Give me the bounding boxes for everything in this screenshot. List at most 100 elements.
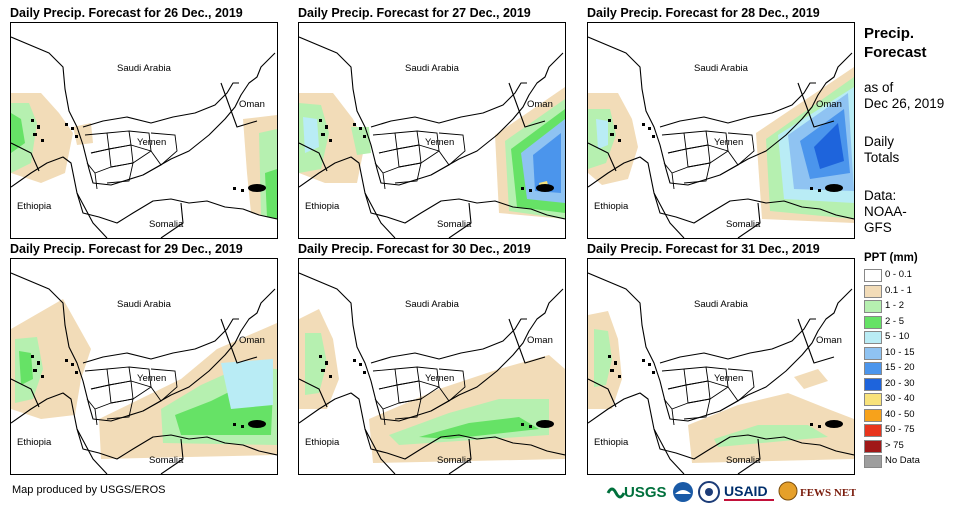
legend-swatch [864, 424, 882, 437]
legend-item: No Data [864, 454, 964, 468]
usgs-logo: USGS [606, 478, 670, 506]
map-frame: Saudi Arabia Oman Yemen Ethiopia Somalia [587, 258, 855, 475]
precip-area [533, 133, 561, 193]
legend-item: 2 - 5 [864, 315, 964, 329]
label-somalia: Somalia [726, 219, 761, 230]
legend-swatch [864, 455, 882, 468]
legend-label: 0.1 - 1 [885, 284, 912, 296]
legend-item: 1 - 2 [864, 299, 964, 313]
label-oman: Oman [816, 335, 842, 346]
usaid-logo: USAID [724, 478, 776, 506]
legend-item: 40 - 50 [864, 408, 964, 422]
legend-label: 0 - 0.1 [885, 269, 912, 280]
panel-title: Daily Precip. Forecast for 31 Dec., 2019 [587, 242, 820, 256]
legend-label: 30 - 40 [885, 393, 915, 404]
panel-title: Daily Precip. Forecast for 26 Dec., 2019 [10, 6, 243, 20]
usgs-text: USGS [624, 484, 667, 501]
label-yemen: Yemen [425, 373, 455, 384]
yemen-governorates [661, 366, 755, 426]
asof-label: as of [864, 80, 894, 95]
label-saudi-arabia: Saudi Arabia [405, 299, 459, 310]
yemen-governorates [84, 130, 178, 190]
legend-swatch [864, 408, 882, 422]
islands [608, 355, 843, 428]
data-label-3: GFS [864, 220, 892, 235]
legend-item: 15 - 20 [864, 361, 964, 375]
map-svg [11, 272, 277, 474]
islands [31, 355, 266, 428]
legend-swatch [864, 393, 882, 406]
label-oman: Oman [527, 335, 553, 346]
map-svg [299, 36, 565, 238]
legend-swatch [864, 269, 882, 282]
label-somalia: Somalia [726, 455, 761, 466]
label-oman: Oman [816, 99, 842, 110]
precip-layer [588, 311, 854, 463]
label-yemen: Yemen [714, 137, 744, 148]
usaid-text: USAID [724, 483, 768, 499]
label-saudi-arabia: Saudi Arabia [694, 299, 748, 310]
map-frame: Saudi Arabia Oman Yemen Ethiopia Somalia [10, 258, 278, 475]
label-somalia: Somalia [437, 455, 472, 466]
islands [608, 119, 843, 192]
map-svg [11, 36, 277, 238]
legend-swatch [864, 377, 882, 391]
legend-item: 0 - 0.1 [864, 268, 964, 282]
panel-title: Daily Precip. Forecast for 30 Dec., 2019 [298, 242, 531, 256]
precip-layer [11, 93, 277, 219]
legend-label: 15 - 20 [885, 362, 915, 373]
map-credit: Map produced by USGS/EROS [12, 484, 166, 496]
precip-area [19, 351, 33, 385]
label-ethiopia: Ethiopia [305, 201, 340, 212]
map-svg [588, 272, 854, 474]
label-somalia: Somalia [149, 219, 184, 230]
label-yemen: Yemen [137, 137, 167, 148]
precip-area [596, 119, 608, 149]
panel-title: Daily Precip. Forecast for 27 Dec., 2019 [298, 6, 531, 20]
legend-swatch [864, 346, 882, 360]
islands [31, 119, 266, 192]
legend-swatch [864, 362, 882, 375]
yemen-governorates [661, 130, 755, 190]
map-frame: Saudi Arabia Oman Yemen Ethiopia Somalia [298, 258, 566, 475]
sidebar-title: Precip. Forecast [864, 25, 927, 61]
legend-swatch [864, 300, 882, 313]
yemen-governorates [84, 366, 178, 426]
legend-label: 20 - 30 [885, 377, 915, 389]
daily-label-1: Daily [864, 134, 895, 149]
precip-area [351, 127, 371, 155]
label-ethiopia: Ethiopia [594, 437, 629, 448]
label-yemen: Yemen [714, 373, 744, 384]
legend-swatch [864, 315, 882, 329]
precip-area [389, 399, 549, 445]
precip-area [814, 123, 844, 169]
label-saudi-arabia: Saudi Arabia [117, 299, 171, 310]
label-saudi-arabia: Saudi Arabia [117, 63, 171, 74]
legend-item: 50 - 75 [864, 423, 964, 437]
panel-title: Daily Precip. Forecast for 28 Dec., 2019 [587, 6, 820, 20]
label-ethiopia: Ethiopia [594, 201, 629, 212]
legend-item: > 75 [864, 439, 964, 453]
legend-item: 10 - 15 [864, 346, 964, 360]
precip-area [11, 113, 25, 153]
label-yemen: Yemen [137, 373, 167, 384]
legend-item: 0.1 - 1 [864, 284, 964, 298]
legend-label: 40 - 50 [885, 408, 915, 420]
legend-label: 1 - 2 [885, 300, 905, 311]
map-frame: Saudi Arabia Oman Yemen Ethiopia Somalia [10, 22, 278, 239]
label-ethiopia: Ethiopia [17, 201, 52, 212]
precip-area [221, 359, 273, 409]
map-svg [588, 36, 854, 238]
legend-item: 5 - 10 [864, 330, 964, 344]
islands [319, 355, 554, 428]
label-oman: Oman [239, 99, 265, 110]
data-label-1: Data: [864, 188, 897, 203]
legend-title: PPT (mm) [864, 252, 918, 264]
state-seal-logo [698, 478, 720, 506]
precip-layer [11, 299, 277, 459]
legend-label: No Data [885, 455, 920, 466]
label-oman: Oman [527, 99, 553, 110]
map-frame: Saudi Arabia Oman Yemen Ethiopia Somalia [587, 22, 855, 239]
label-yemen: Yemen [425, 137, 455, 148]
daily-label-2: Totals [864, 150, 900, 165]
